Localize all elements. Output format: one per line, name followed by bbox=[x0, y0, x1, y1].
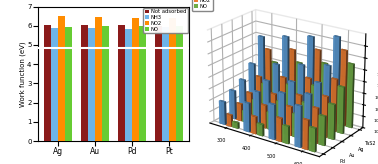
Y-axis label: Work function (eV): Work function (eV) bbox=[19, 41, 26, 107]
Bar bbox=[169, 19, 176, 141]
Bar bbox=[155, 26, 162, 141]
Bar bbox=[88, 28, 95, 141]
Bar bbox=[162, 27, 169, 141]
Bar bbox=[118, 25, 125, 141]
Legend: Not adsorbed, NH3, NO2, NO: Not adsorbed, NH3, NO2, NO bbox=[144, 8, 188, 33]
Bar bbox=[95, 17, 102, 141]
Bar bbox=[51, 28, 58, 141]
Bar bbox=[65, 27, 72, 141]
Bar bbox=[102, 26, 109, 141]
Legend: NH3, NO2, NO: NH3, NO2, NO bbox=[192, 0, 212, 11]
Bar bbox=[125, 29, 132, 141]
Bar bbox=[81, 25, 88, 141]
Bar bbox=[139, 26, 146, 141]
Bar bbox=[132, 19, 139, 141]
Bar bbox=[176, 26, 183, 141]
Bar bbox=[58, 16, 65, 141]
Bar bbox=[44, 25, 51, 141]
